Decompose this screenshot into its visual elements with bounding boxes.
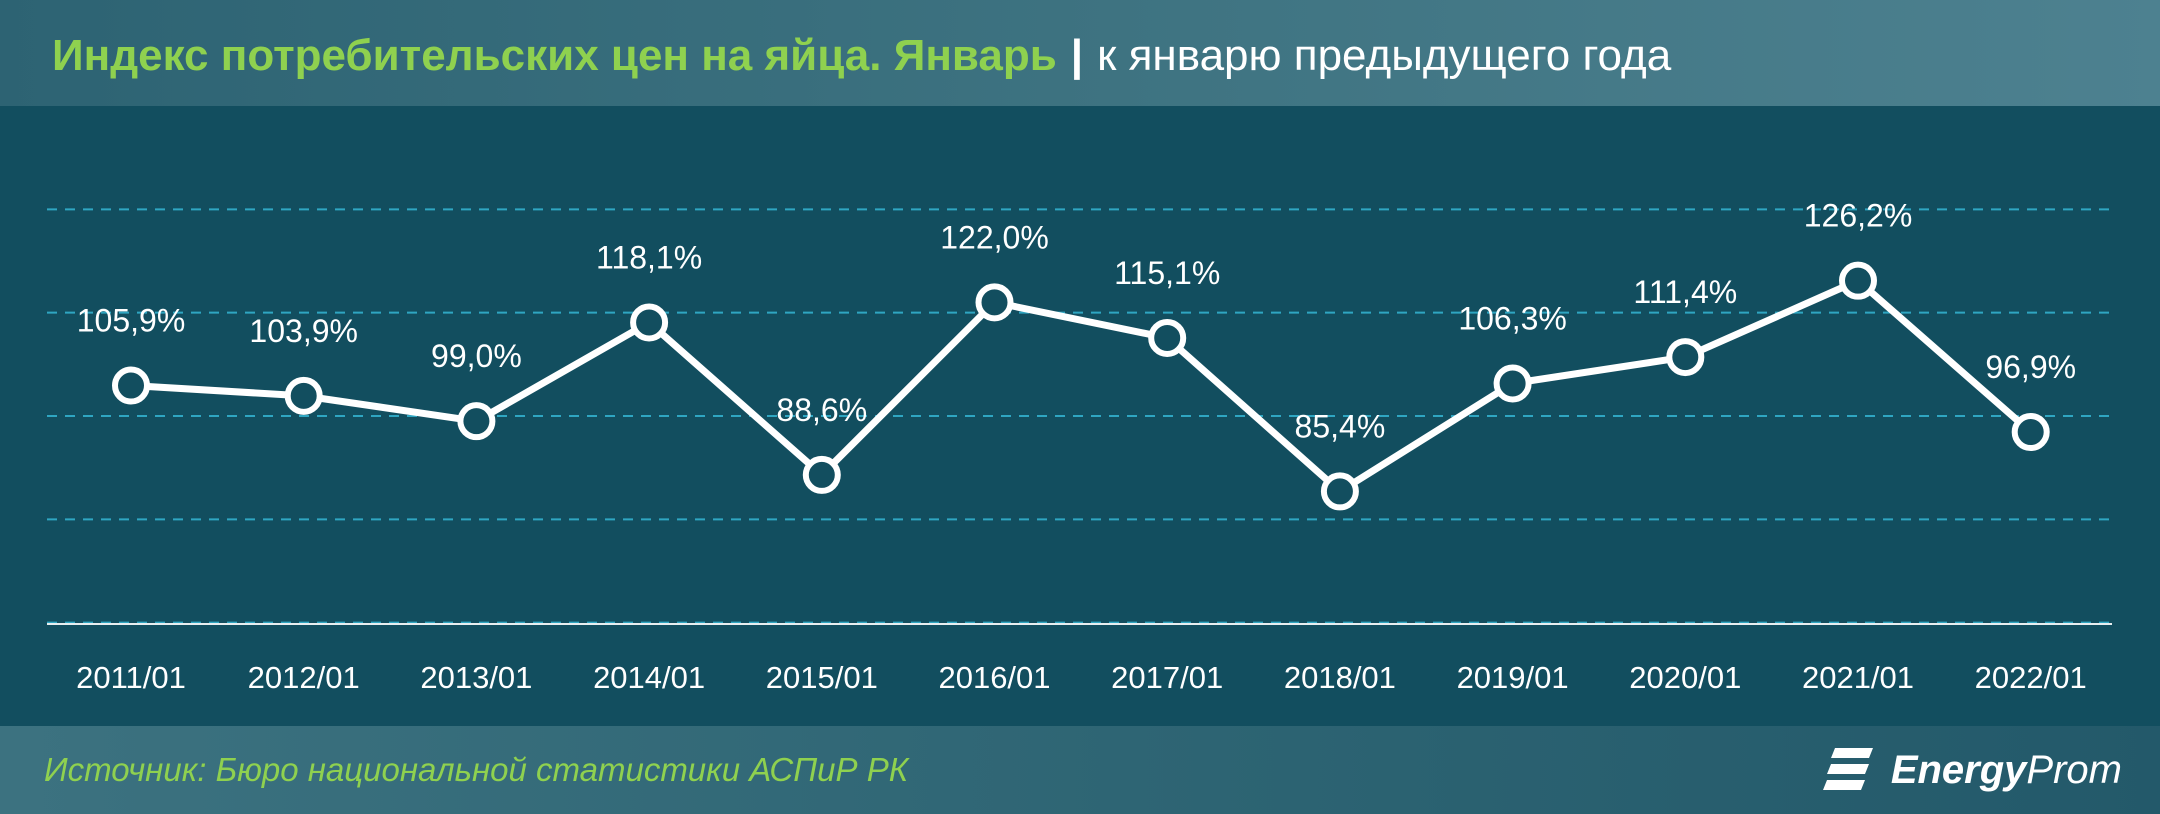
data-point-2015/01 xyxy=(802,455,841,494)
line-chart: 105,9% 103,9% 99,0% 118,1% 88,6% 122,0% 115,1%… xyxy=(47,198,2112,695)
data-label-2016/01: 122,0% xyxy=(940,219,1049,255)
data-label-2022/01: 96,9% xyxy=(1985,349,2076,385)
data-label-2021/01: 126,2% xyxy=(1804,198,1913,234)
data-point-2013/01 xyxy=(457,402,496,441)
x-tick-label-2014/01: 2014/01 xyxy=(593,660,705,695)
data-point-2020/01 xyxy=(1666,338,1705,377)
data-point-2014/01 xyxy=(630,303,669,342)
data-point-2012/01 xyxy=(284,376,323,415)
x-tick-label-2016/01: 2016/01 xyxy=(938,660,1050,695)
plot-area: 105,9% 103,9% 99,0% 118,1% 88,6% 122,0% 115,1%… xyxy=(0,106,2160,726)
x-tick-label-2021/01: 2021/01 xyxy=(1802,660,1914,695)
data-label-2019/01: 106,3% xyxy=(1458,300,1567,336)
title-main: Индекс потребительских цен на яйца. Янва… xyxy=(52,31,1057,80)
data-point-2021/01 xyxy=(1839,261,1877,300)
data-label-2011/01: 105,9% xyxy=(77,303,186,339)
x-tick-label-2022/01: 2022/01 xyxy=(1975,660,2087,695)
brand-name-bold: Energy xyxy=(1890,747,2027,792)
data-point-2018/01 xyxy=(1320,472,1359,511)
data-point-2019/01 xyxy=(1493,364,1532,403)
data-point-2011/01 xyxy=(112,366,150,405)
x-tick-label-2018/01: 2018/01 xyxy=(1284,660,1396,695)
chart-footer: Источник: Бюро национальной статистики А… xyxy=(0,726,2160,814)
title-subtitle: к январю предыдущего года xyxy=(1097,31,1672,80)
data-label-2012/01: 103,9% xyxy=(249,313,358,349)
chart-title: Индекс потребительских цен на яйца. Янва… xyxy=(52,28,1671,84)
source-note: Источник: Бюро национальной статистики А… xyxy=(44,751,909,788)
title-separator: | xyxy=(1070,31,1084,80)
x-tick-label-2011/01: 2011/01 xyxy=(76,660,186,695)
chart-header: Индекс потребительских цен на яйца. Янва… xyxy=(0,0,2160,106)
data-label-2017/01: 115,1% xyxy=(1114,255,1220,291)
data-label-2013/01: 99,0% xyxy=(431,338,522,374)
series-line xyxy=(127,277,2035,495)
data-label-2015/01: 88,6% xyxy=(776,392,867,428)
x-tick-label-2019/01: 2019/01 xyxy=(1457,660,1569,695)
data-point-2022/01 xyxy=(2011,413,2050,452)
x-tick-label-2020/01: 2020/01 xyxy=(1629,660,1741,695)
brand-name-rest: Prom xyxy=(2026,747,2122,792)
x-tick-label-2017/01: 2017/01 xyxy=(1111,660,1223,695)
x-tick-label-2013/01: 2013/01 xyxy=(420,660,532,695)
energyprom-logo-icon xyxy=(1822,748,1873,790)
brand-logo: EnergyProm xyxy=(1821,738,2122,802)
brand-name: EnergyProm xyxy=(1891,748,2122,793)
data-label-2018/01: 85,4% xyxy=(1295,408,1386,444)
data-label-2014/01: 118,1% xyxy=(596,239,702,275)
data-point-2016/01 xyxy=(975,283,1014,322)
x-tick-label-2012/01: 2012/01 xyxy=(248,660,360,695)
data-point-2017/01 xyxy=(1148,318,1187,357)
x-tick-label-2015/01: 2015/01 xyxy=(766,660,878,695)
data-label-2020/01: 111,4% xyxy=(1633,274,1737,310)
